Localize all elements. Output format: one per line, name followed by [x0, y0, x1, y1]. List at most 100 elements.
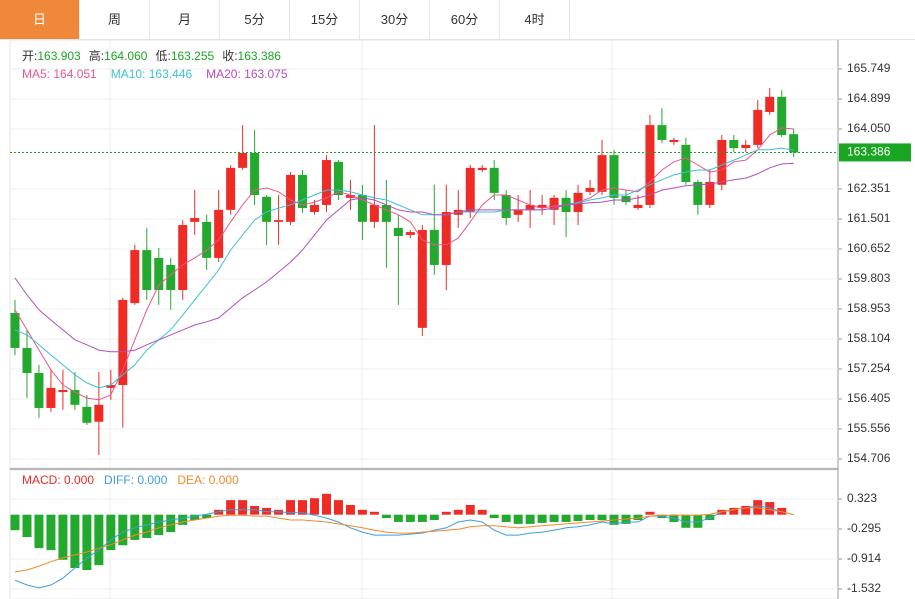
- candle-body: [549, 197, 559, 210]
- macd-bar: [22, 514, 32, 537]
- macd-bar: [561, 514, 571, 522]
- candle-body: [717, 139, 727, 185]
- current-price-box: [839, 143, 911, 162]
- y-tick-label: 155.556: [847, 421, 891, 435]
- candle-body: [142, 250, 152, 291]
- candle-body: [417, 229, 427, 328]
- macd-bar: [286, 500, 296, 515]
- candle-body: [789, 134, 799, 153]
- candle-body: [645, 125, 655, 205]
- ma-line: [14, 162, 794, 353]
- macd-bar: [58, 514, 68, 560]
- period-tab[interactable]: 4时: [500, 0, 570, 39]
- macd-bar: [417, 514, 427, 522]
- macd-bar: [525, 514, 535, 524]
- macd-bar: [633, 514, 643, 521]
- macd-bar: [477, 509, 487, 515]
- candle-body: [130, 250, 140, 304]
- y-tick-label: 162.351: [847, 181, 891, 195]
- macd-bar: [262, 507, 272, 515]
- period-tab[interactable]: 15分: [290, 0, 360, 39]
- period-tab[interactable]: 30分: [360, 0, 430, 39]
- macd-bar: [393, 514, 403, 522]
- macd-bar: [106, 514, 116, 551]
- macd-bar: [154, 514, 164, 536]
- candle-body: [393, 227, 403, 236]
- period-tab[interactable]: 周: [80, 0, 150, 39]
- macd-bar: [597, 514, 607, 521]
- candle-body: [585, 187, 595, 192]
- candle-body: [621, 196, 631, 203]
- y-tick-label: 160.652: [847, 241, 891, 255]
- macd-bar: [34, 514, 44, 549]
- y-tick-label: 161.501: [847, 211, 891, 225]
- candle-body: [609, 155, 619, 198]
- macd-bar: [142, 514, 152, 538]
- legend-entry: MA5: 164.051: [22, 67, 97, 81]
- candle-body: [286, 174, 296, 222]
- legend-entry: MACD: 0.000: [22, 473, 94, 487]
- macd-bar: [681, 514, 691, 528]
- info-value: 163.386: [238, 49, 282, 63]
- period-tab[interactable]: 5分: [220, 0, 290, 39]
- period-tab[interactable]: 日: [0, 0, 80, 39]
- candle-body: [501, 195, 511, 218]
- candle-body: [166, 264, 176, 291]
- macd-bar: [190, 514, 200, 521]
- y-tick-label: 156.405: [847, 391, 891, 405]
- candle-body: [765, 96, 775, 113]
- candle-body: [513, 209, 523, 215]
- candle-body: [22, 347, 32, 374]
- macd-bar: [357, 509, 367, 515]
- candle-body: [657, 125, 667, 140]
- macd-line: [14, 507, 794, 573]
- macd-bar: [250, 505, 260, 515]
- candle-body: [190, 217, 200, 222]
- candle-body: [70, 389, 80, 405]
- candle-body: [525, 204, 535, 210]
- candle-body: [178, 225, 188, 291]
- candle-body: [321, 160, 331, 205]
- ma-line: [14, 127, 794, 401]
- macd-bar: [585, 514, 595, 521]
- candle-body: [298, 174, 308, 209]
- macd-legend: MACD: 0.000 DIFF: 0.000 DEA: 0.000: [22, 473, 239, 487]
- candle-body: [669, 139, 679, 143]
- y-tick-label: 0.323: [847, 491, 877, 505]
- macd-bar: [465, 504, 475, 515]
- macd-bar: [369, 511, 379, 515]
- macd-bar: [345, 504, 355, 515]
- legend-entry: MA10: 163.446: [111, 67, 193, 81]
- info-label: 开:: [22, 49, 37, 63]
- candle-body: [94, 404, 104, 422]
- period-tab[interactable]: 60分: [430, 0, 500, 39]
- info-value: 164.060: [104, 49, 148, 63]
- macd-bar: [238, 500, 248, 515]
- y-tick-label: 159.803: [847, 271, 891, 285]
- candle-body: [333, 161, 343, 196]
- macd-bar: [537, 514, 547, 523]
- macd-bar: [549, 514, 559, 522]
- macd-bar: [441, 511, 451, 515]
- legend-entry: MA20: 163.075: [206, 67, 288, 81]
- legend-entry: DEA: 0.000: [177, 473, 239, 487]
- candle-body: [633, 204, 643, 209]
- macd-bar: [429, 514, 439, 521]
- candle-body: [202, 221, 212, 258]
- y-tick-label: -1.532: [847, 581, 881, 595]
- candle-body: [46, 387, 56, 408]
- candle-body: [154, 257, 164, 291]
- macd-bar: [705, 514, 715, 521]
- candle-body: [537, 204, 547, 209]
- candle-body: [753, 109, 763, 145]
- ma-line: [14, 147, 794, 389]
- period-tab[interactable]: 月: [150, 0, 220, 39]
- candle-body: [489, 167, 499, 193]
- candle-body: [693, 181, 703, 205]
- candle-body: [310, 204, 319, 212]
- candle-body: [82, 406, 92, 423]
- macd-bar: [741, 505, 751, 515]
- macd-bar: [70, 514, 80, 569]
- macd-bar: [118, 514, 128, 546]
- candle-body: [681, 144, 691, 182]
